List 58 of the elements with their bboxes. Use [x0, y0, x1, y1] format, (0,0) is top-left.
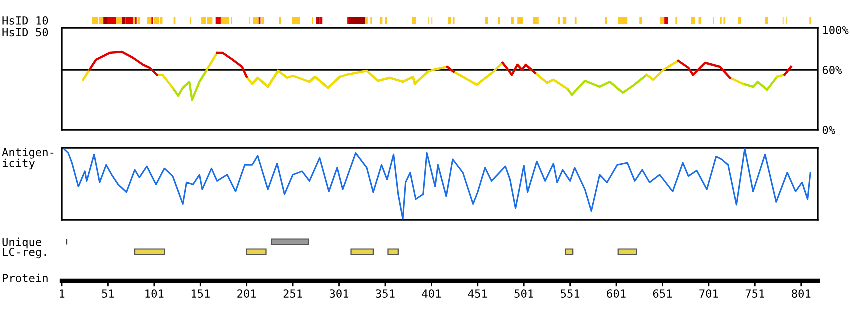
bar — [380, 17, 383, 24]
x-tick-label: 101 — [146, 290, 164, 298]
y-tick-label: LC-reg. — [3, 248, 46, 259]
x-tick-label: 351 — [376, 290, 395, 298]
bar — [116, 17, 122, 24]
y-tick-label: HsID 10 — [2, 16, 48, 25]
x-tick-label: 451 — [468, 290, 488, 298]
bar — [122, 17, 126, 24]
bar — [618, 17, 628, 24]
y-tick-label: 0% — [822, 126, 836, 134]
y-axis-title: HsID 50 — [2, 28, 48, 37]
bar — [518, 17, 524, 24]
bar — [738, 17, 742, 24]
x-tick-label: 651 — [653, 290, 672, 298]
x-tick-label: 401 — [422, 290, 441, 298]
bar — [533, 17, 539, 24]
bar — [765, 17, 768, 24]
x-tick-label: 201 — [238, 290, 256, 298]
bar — [138, 17, 141, 24]
bar — [664, 17, 668, 24]
bar — [216, 17, 221, 24]
x-tick-label: 701 — [700, 290, 718, 298]
bar — [349, 17, 366, 24]
x-tick-label: 801 — [792, 290, 811, 298]
x-tick-label: 301 — [330, 290, 349, 298]
bar — [147, 17, 152, 24]
bar — [107, 17, 117, 24]
y-tick-label: Unique — [2, 238, 42, 249]
bar — [292, 17, 300, 24]
x-tick-label: 751 — [746, 290, 764, 298]
bar — [154, 17, 160, 24]
bar — [562, 17, 567, 24]
x-tick-label: 151 — [192, 290, 210, 298]
bar — [220, 17, 230, 24]
y-axis-title: Antigen- icity — [2, 148, 54, 170]
bar — [320, 17, 323, 24]
bar — [253, 17, 259, 24]
bar — [448, 17, 452, 24]
bar — [660, 17, 665, 24]
bar — [262, 17, 264, 24]
x-tick-label: 551 — [561, 290, 580, 298]
x-tick-label: 51 — [102, 290, 114, 298]
y-tick-label: 100% — [824, 26, 849, 34]
bar — [640, 17, 642, 24]
bar — [698, 17, 702, 24]
x-tick-label: 601 — [607, 290, 626, 298]
x-axis-title: Protein — [3, 274, 48, 282]
bar — [104, 17, 108, 24]
x-tick-label: 251 — [284, 290, 302, 298]
x-tick-label: 501 — [514, 290, 534, 298]
bar — [126, 17, 134, 24]
bar — [511, 17, 514, 24]
y-tick-label: 60% — [822, 66, 842, 74]
bar — [485, 17, 488, 24]
bar — [412, 17, 416, 24]
bar — [365, 17, 368, 24]
bar — [691, 17, 696, 24]
x-tick-label: 1 — [60, 290, 65, 298]
